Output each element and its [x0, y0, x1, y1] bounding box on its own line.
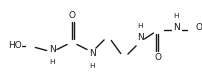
Text: H: H [137, 23, 143, 29]
Text: N: N [137, 33, 143, 43]
Text: H: H [173, 13, 179, 19]
Text: N: N [49, 46, 55, 55]
Text: HO: HO [8, 42, 22, 51]
Text: N: N [89, 50, 95, 59]
Text: H: H [89, 63, 95, 69]
Text: H: H [49, 59, 55, 65]
Text: O: O [68, 11, 76, 20]
Text: N: N [173, 23, 179, 32]
Text: O: O [155, 53, 162, 62]
Text: OH: OH [196, 23, 202, 32]
